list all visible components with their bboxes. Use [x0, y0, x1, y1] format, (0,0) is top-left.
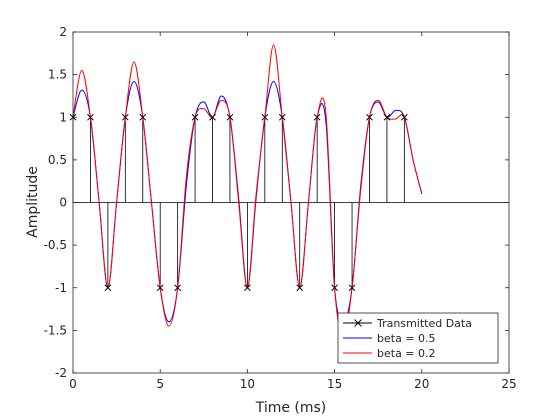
- stem-marker: [296, 284, 304, 292]
- stem-marker: [139, 113, 147, 121]
- legend-label: beta = 0.2: [377, 347, 436, 360]
- series-line-2: [72, 44, 423, 340]
- series-layer: [69, 44, 423, 340]
- y-tick-label: 1: [59, 110, 67, 124]
- y-tick-label: 2: [59, 25, 67, 39]
- y-tick-label: 0: [59, 196, 67, 210]
- y-tick-label: -1: [55, 281, 67, 295]
- stem-marker: [244, 284, 251, 292]
- x-axis-label: Time (ms): [255, 400, 327, 416]
- x-tick-label: 5: [156, 377, 164, 391]
- legend: Transmitted Data beta = 0.5 beta = 0.2: [337, 312, 499, 364]
- x-tick-label: 25: [501, 377, 516, 391]
- stem-marker: [331, 284, 338, 292]
- y-tick-label: -2: [55, 366, 67, 380]
- stem-marker: [209, 113, 216, 121]
- y-tick-label: -1.5: [44, 323, 67, 337]
- stem-marker: [261, 113, 269, 121]
- stem-marker: [313, 113, 321, 121]
- x-tick-label: 20: [414, 377, 429, 391]
- stem-marker: [366, 113, 373, 121]
- y-tick-label: 0.5: [48, 153, 67, 167]
- stem-marker: [104, 284, 112, 292]
- stem-marker: [156, 284, 164, 292]
- stem-marker: [226, 113, 234, 121]
- legend-label: beta = 0.5: [377, 332, 436, 345]
- stem-marker: [278, 113, 286, 121]
- stem-marker: [122, 113, 129, 121]
- legend-marker: [354, 319, 362, 327]
- y-tick-label: 1.5: [48, 68, 67, 82]
- x-tick-label: 10: [240, 377, 255, 391]
- legend-label: Transmitted Data: [376, 317, 472, 330]
- y-axis-label: Amplitude: [25, 166, 41, 238]
- ticks-layer: 0 5 10 15 20 25 -2 -1.5 -1 -0.5 0 0.5 1 1.5 2: [44, 25, 517, 391]
- stem-layer: [72, 117, 405, 288]
- x-tick-label: 0: [69, 377, 77, 391]
- stem-marker: [191, 113, 199, 121]
- stem-marker: [87, 113, 94, 121]
- stem-marker: [401, 113, 408, 121]
- y-tick-label: -0.5: [44, 238, 67, 252]
- stem-marker: [348, 284, 356, 292]
- x-tick-label: 15: [327, 377, 342, 391]
- stem-marker: [383, 113, 391, 121]
- stem-marker: [174, 284, 181, 292]
